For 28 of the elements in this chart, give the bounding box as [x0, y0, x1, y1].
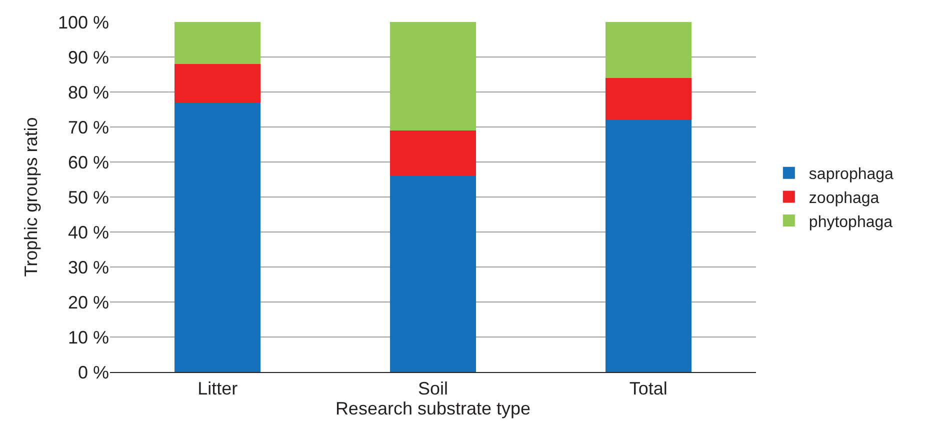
bar: [390, 130, 476, 176]
y-tick-label: 70 %: [68, 117, 109, 138]
bar: [174, 64, 261, 102]
y-tick-label: 40 %: [68, 222, 109, 242]
y-tick-label: 80 %: [68, 82, 109, 102]
y-tick-label: 10 %: [68, 327, 109, 348]
y-axis-title: Trophic groups ratio: [21, 117, 42, 277]
y-tick-label: 20 %: [68, 292, 109, 312]
y-tick-label: 0 %: [78, 362, 109, 382]
bar: [174, 102, 261, 372]
legend-label: saprophaga: [808, 166, 894, 184]
y-tick-label: 60 %: [68, 152, 109, 172]
y-tick-label: 100 %: [58, 12, 109, 32]
bar: [174, 22, 261, 64]
bar: [605, 22, 692, 78]
bar: [605, 120, 692, 372]
legend-label: phytophaga: [808, 214, 893, 231]
x-tick-label: Soil: [418, 378, 448, 399]
y-tick-label: 50 %: [68, 187, 109, 208]
bar: [390, 176, 476, 372]
legend-label: zoophaga: [808, 190, 880, 207]
x-tick-label: Litter: [198, 378, 238, 399]
y-tick-label: 30 %: [68, 257, 109, 278]
x-axis-title: Research substrate type: [335, 398, 531, 419]
y-tick-label: 90 %: [68, 47, 109, 68]
bar: [390, 22, 476, 130]
x-tick-label: Total: [629, 378, 668, 399]
bar: [605, 78, 692, 120]
